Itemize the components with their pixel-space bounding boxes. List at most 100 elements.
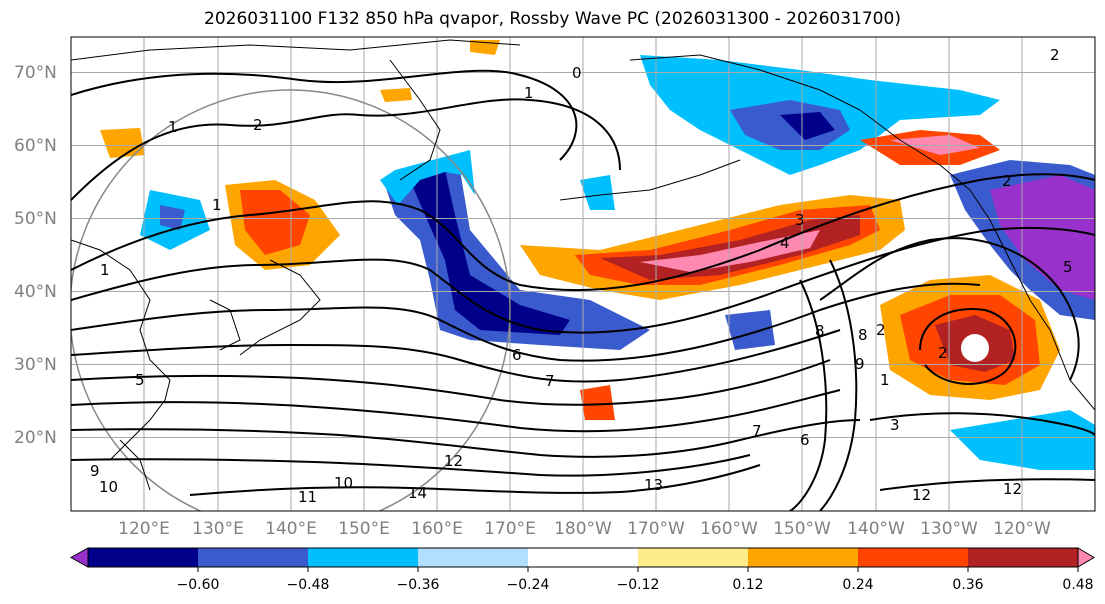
map-title: 2026031100 F132 850 hPa qvapor, Rossby W… — [204, 9, 901, 29]
contour-label: 5 — [135, 371, 145, 389]
pos-anomaly-small-1 — [100, 128, 145, 158]
colorbar-tick-label: 0.24 — [842, 577, 873, 593]
lon-label: 150°W — [773, 519, 831, 539]
pos-anomaly-small-3 — [380, 88, 412, 102]
coast-kamchatka — [389, 59, 441, 181]
contour-label: 1 — [212, 196, 222, 214]
colorbar-tick-label: −0.24 — [507, 577, 550, 593]
pos-anomaly-small-2 — [580, 385, 615, 420]
contour-label: 1 — [880, 371, 890, 389]
contour-label: 2 — [876, 321, 886, 339]
lon-label: 180°W — [554, 519, 612, 539]
neg-anomaly-north-america-core — [990, 175, 1095, 300]
lon-label: 150°E — [338, 519, 390, 539]
contour-label: 6 — [512, 346, 522, 364]
contour-label: 3 — [795, 211, 805, 229]
contour-label: 1 — [168, 118, 178, 136]
shaded-field — [100, 40, 1095, 470]
contour-label: 4 — [780, 234, 790, 252]
contour-label: 9 — [855, 355, 865, 373]
coast-korea — [209, 299, 241, 351]
colorbar-tick-label: 0.48 — [1062, 577, 1093, 593]
colorbar-segment — [418, 548, 528, 567]
contour-label: 3 — [890, 416, 900, 434]
contour-label: 12 — [912, 486, 931, 504]
lat-label: 30°N — [14, 355, 57, 375]
contour-label: 0 — [572, 64, 582, 82]
colorbar-segment — [858, 548, 968, 567]
lon-label: 170°W — [627, 519, 685, 539]
contour-label: 11 — [298, 488, 317, 506]
coast-siberia — [71, 39, 521, 61]
coast-aleutians — [559, 159, 741, 201]
neg-anomaly-core — [410, 170, 570, 335]
colorbar-segment — [968, 548, 1078, 567]
colorbar: −0.60 −0.48 −0.36 −0.24 −0.12 0.12 0.24 0.36 0.4… — [69, 547, 1095, 593]
pos-anomaly-manchuria-core — [240, 190, 310, 255]
contour-label: 8 — [815, 322, 825, 340]
lat-label: 40°N — [14, 282, 57, 302]
contour-label: 10 — [334, 474, 353, 492]
contour-label: 9 — [90, 462, 100, 480]
neg-anomaly-japan-core — [160, 205, 185, 230]
pos-anomaly-plume-peak — [640, 230, 820, 272]
lon-label: 120°E — [118, 519, 170, 539]
contour-label: 13 — [644, 476, 663, 494]
colorbar-segment — [308, 548, 418, 567]
pos-anomaly-swirl-eye — [961, 334, 989, 362]
contour-label: 7 — [752, 422, 762, 440]
colorbar-ticks: −0.60 −0.48 −0.36 −0.24 −0.12 0.12 0.24 0.36 0.4… — [177, 567, 1094, 593]
contours — [71, 69, 1095, 511]
contour-label: 12 — [1003, 480, 1022, 498]
lon-label: 120°W — [993, 519, 1051, 539]
contour-label: 7 — [545, 372, 555, 390]
coast-asia — [71, 239, 171, 461]
contour-label: 14 — [408, 484, 427, 502]
colorbar-tick-label: 0.12 — [732, 577, 763, 593]
colorbar-segment — [748, 548, 858, 567]
contour-label: 2 — [253, 116, 263, 134]
map-frame — [70, 36, 1096, 512]
pos-anomaly-small-4 — [470, 40, 500, 55]
colorbar-tick-label: −0.60 — [177, 577, 220, 593]
neg-anomaly-edge — [380, 150, 475, 205]
colorbar-segment — [528, 548, 638, 567]
contour-labels: 0 1 1 2 1 1 2 3 4 2 1 5 6 7 8 9 10 11 12… — [90, 46, 1073, 506]
colorbar-segment — [638, 548, 748, 567]
lon-label: 130°W — [920, 519, 978, 539]
colorbar-tick-label: −0.36 — [397, 577, 440, 593]
contour-label: 12 — [444, 452, 463, 470]
lon-label: 170°E — [484, 519, 536, 539]
contour-label: 10 — [99, 478, 118, 496]
map-panel: 0 1 1 2 1 1 2 3 4 2 1 5 6 7 8 9 10 11 12… — [71, 37, 1095, 511]
contour-label: 8 — [858, 326, 868, 344]
colorbar-extend-high — [1077, 547, 1095, 568]
reference-circle — [71, 89, 511, 511]
lat-label: 50°N — [14, 209, 57, 229]
colorbar-tick-label: 0.36 — [952, 577, 983, 593]
lon-label: 140°E — [265, 519, 317, 539]
contour-label: 1 — [100, 261, 110, 279]
lat-label: 20°N — [14, 428, 57, 448]
lon-label: 160°W — [700, 519, 758, 539]
contour-label: 6 — [800, 431, 810, 449]
graticule — [71, 37, 1095, 511]
lat-label: 70°N — [14, 63, 57, 83]
colorbar-extend-low — [69, 547, 89, 568]
colorbar-segment — [88, 548, 198, 567]
contour-label: 2 — [1002, 172, 1012, 190]
coast-alaska — [629, 54, 971, 191]
colorbar-frame — [87, 547, 1079, 568]
neg-anomaly-bering-core2 — [780, 112, 835, 140]
longitude-axis: 120°E 130°E 140°E 150°E 160°E 170°E 180°… — [118, 519, 1051, 539]
contour-label: 1 — [524, 84, 534, 102]
colorbar-segment — [198, 548, 308, 567]
contour-label: 2 — [1050, 46, 1060, 64]
lon-label: 160°E — [411, 519, 463, 539]
latitude-axis: 70°N 60°N 50°N 40°N 30°N 20°N — [14, 63, 57, 448]
colorbar-tick-label: −0.12 — [617, 577, 660, 593]
contour-label: 2 — [938, 344, 948, 362]
colorbar-tick-label: −0.48 — [287, 577, 330, 593]
lon-label: 130°E — [192, 519, 244, 539]
